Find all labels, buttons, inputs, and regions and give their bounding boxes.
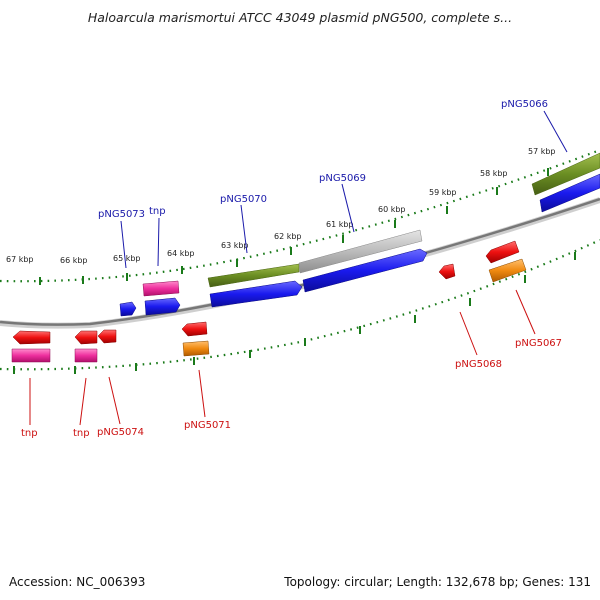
gene-label: pNG5067 (515, 338, 562, 349)
cds-arrow-red (181, 321, 208, 337)
kbp-label: 65 kbp (113, 254, 141, 263)
cds-arrow-orange (488, 258, 527, 283)
gene-label: tnp (149, 206, 166, 217)
kbp-label: 60 kbp (378, 205, 406, 214)
backbone-arc-core (0, 197, 600, 326)
gene-label: pNG5069 (319, 173, 366, 184)
kbp-labels: 67 kbp 66 kbp 65 kbp 64 kbp 63 kbp 62 kb… (6, 147, 556, 265)
region-green (531, 152, 600, 196)
map-title: Haloarcula marismortui ATCC 43049 plasmi… (87, 10, 513, 25)
forward-gene-labels: pNG5073 tnp pNG5070 pNG5069 pNG5066 (98, 99, 568, 269)
cds-arrow-pink (11, 348, 51, 363)
kbp-label: 64 kbp (167, 249, 195, 258)
cds-arrow-red (438, 263, 456, 280)
kbp-label: 66 kbp (60, 256, 88, 265)
cds-arrow-red (74, 330, 98, 345)
cds-arrow-red (12, 330, 51, 345)
cds-arrow-blue (119, 301, 137, 317)
forward-features (119, 152, 600, 317)
kbp-label: 63 kbp (221, 241, 249, 250)
cds-arrow-orange (182, 340, 210, 357)
gene-label: pNG5066 (501, 99, 548, 110)
region-green (207, 263, 300, 288)
gene-label: pNG5070 (220, 194, 267, 205)
outer-major-ticks (39, 168, 549, 285)
cds-arrow-blue (302, 248, 428, 293)
region-grey (298, 229, 423, 274)
cds-arrow-pink (74, 348, 98, 363)
kbp-label: 62 kbp (274, 232, 302, 241)
inner-tick-ring (0, 238, 600, 371)
reverse-gene-labels: tnp tnp pNG5074 pNG5071 pNG5068 pNG5067 (21, 289, 562, 439)
gene-label: pNG5071 (184, 420, 231, 431)
outer-tick-ring (0, 148, 600, 283)
cds-arrow-blue (209, 280, 303, 308)
gene-label: tnp (21, 428, 38, 439)
kbp-label: 58 kbp (480, 169, 508, 178)
gene-label: pNG5074 (97, 427, 144, 438)
inner-major-ticks (13, 252, 576, 374)
kbp-label: 59 kbp (429, 188, 457, 197)
kbp-label: 61 kbp (326, 220, 354, 229)
cds-arrow-blue (144, 297, 181, 316)
gene-label: pNG5068 (455, 359, 502, 370)
kbp-label: 57 kbp (528, 147, 556, 156)
gene-label: tnp (73, 428, 90, 439)
gene-label: pNG5073 (98, 209, 145, 220)
cds-arrow-red (97, 329, 117, 344)
reverse-features (11, 240, 527, 363)
cds-arrow-pink (142, 280, 180, 297)
accession-text: Accession: NC_006393 (9, 575, 146, 589)
kbp-label: 67 kbp (6, 255, 34, 264)
summary-text: Topology: circular; Length: 132,678 bp; … (284, 575, 591, 589)
cds-arrow-red (485, 240, 520, 264)
cds-arrow-blue (539, 173, 600, 213)
